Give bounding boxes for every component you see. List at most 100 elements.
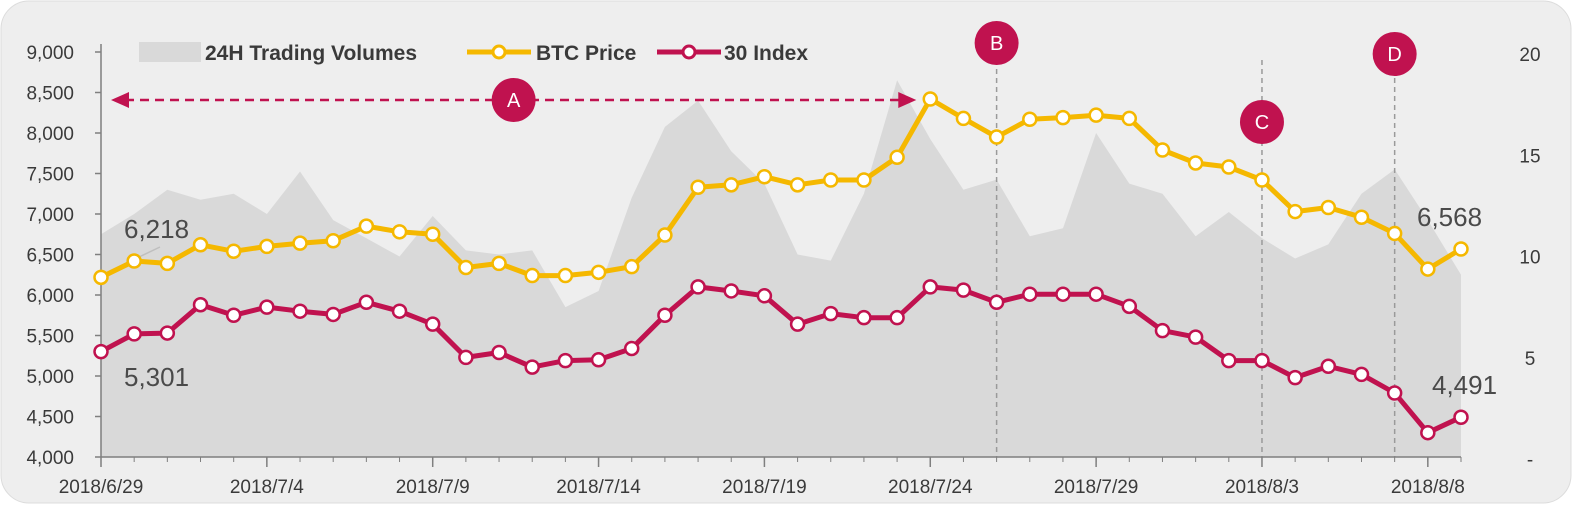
- btc-price-point: [259, 238, 275, 255]
- x-tick-label: 2018/7/19: [722, 477, 807, 498]
- btc-price-point: [1453, 241, 1469, 257]
- btc-price-point: [955, 110, 972, 127]
- btc-price-point: [557, 267, 574, 284]
- 30-index-point: [1088, 286, 1104, 302]
- 30-index-point: [1320, 358, 1337, 375]
- x-tick-label: 2018/7/9: [396, 477, 470, 498]
- data-labels-layer: 6,218 6,568 5,301 4,491: [124, 202, 1497, 400]
- 30-index-point: [1055, 286, 1071, 302]
- btc-price-point: [756, 168, 773, 185]
- marker-label-d: D: [1387, 44, 1401, 66]
- btc-price-point: [126, 253, 142, 269]
- btc-price-point: [93, 269, 109, 286]
- btc-price-point: [325, 232, 341, 249]
- btc-price-point: [1320, 199, 1337, 216]
- x-tick-label: 2018/7/24: [888, 477, 973, 498]
- btc-price-point: [391, 224, 408, 240]
- 30-index-point: [358, 294, 375, 311]
- btc-price-point: [789, 177, 806, 193]
- legend-label-volume: 24H Trading Volumes: [205, 42, 417, 65]
- marker-label-b: B: [990, 33, 1003, 55]
- 30-index-point: [823, 305, 839, 322]
- 30-index-point: [789, 316, 806, 332]
- marker-label-a: A: [507, 90, 521, 112]
- 30-index-point: [391, 303, 408, 319]
- y-left-tick-label: 6,000: [26, 286, 74, 307]
- btc-price-point: [159, 255, 176, 272]
- 30-index-point: [922, 279, 939, 295]
- 30-index-point: [557, 352, 574, 369]
- legend-swatch-btc-marker: [491, 44, 507, 60]
- btc-price-point: [988, 129, 1005, 145]
- marker-label-c: C: [1255, 112, 1269, 134]
- y-right-tick-label: 10: [1519, 248, 1540, 269]
- btc-price-point: [823, 172, 839, 188]
- btc-price-point: [524, 267, 540, 284]
- btc-price-point: [292, 235, 308, 251]
- 30-index-point: [1353, 366, 1370, 383]
- y-left-tick-label: 7,000: [26, 205, 74, 226]
- 30-index-point: [623, 340, 640, 357]
- x-tick-label: 2018/7/4: [230, 477, 304, 498]
- y-left-tick-label: 7,500: [26, 165, 74, 186]
- 30-index-point: [1221, 352, 1237, 369]
- x-tick-label: 2018/8/8: [1391, 477, 1465, 498]
- 30-index-point: [292, 303, 308, 319]
- btc-price-point: [1121, 110, 1138, 127]
- 30-index-point: [424, 316, 441, 332]
- y-left-tick-label: 4,000: [26, 448, 74, 469]
- btc-price-point: [723, 177, 739, 193]
- 30-index-point: [458, 349, 474, 366]
- volume-area-layer: [101, 80, 1461, 458]
- 30-index-point: [259, 299, 275, 315]
- 30-index-point: [491, 344, 507, 361]
- btc-price-point: [1221, 159, 1237, 175]
- btc-price-point: [690, 179, 706, 196]
- 30-index-point: [1154, 322, 1171, 339]
- 30-index-point: [1187, 329, 1204, 345]
- 30-index-point: [93, 343, 109, 360]
- btc-price-point: [1055, 109, 1071, 126]
- btc-price-point: [1088, 107, 1104, 123]
- 30-index-point: [657, 307, 673, 323]
- 30-index-point: [159, 325, 176, 341]
- 30-index-point: [590, 352, 607, 368]
- y-left-tick-label: 5,000: [26, 367, 74, 388]
- 30-index-point: [524, 359, 540, 375]
- 30-index-point: [856, 309, 872, 326]
- btc-price-point: [1187, 155, 1204, 171]
- btc-price-point: [1022, 111, 1038, 127]
- range-arrowhead-left: [111, 92, 129, 108]
- btc-price-point: [1420, 261, 1436, 277]
- btc-price-point: [1154, 142, 1171, 158]
- 30-index-point: [1287, 369, 1303, 386]
- 30-index-point: [756, 288, 773, 304]
- 30-index-point: [1420, 424, 1436, 441]
- marker-circle-d: [1372, 32, 1417, 76]
- marker-circle-c: [1239, 100, 1284, 144]
- x-tick-label: 2018/7/29: [1054, 477, 1139, 498]
- marker-circle-a: [491, 78, 536, 122]
- 30-index-point: [1022, 286, 1038, 302]
- 30-index-point: [1386, 385, 1403, 401]
- legend-swatch-volume: [139, 42, 201, 62]
- y-right-tick-label: 15: [1519, 146, 1540, 167]
- 30-index-point: [1254, 352, 1270, 369]
- legend-swatch-index-marker: [681, 44, 697, 60]
- btc-price-point: [358, 218, 375, 234]
- btc-price-point: [856, 172, 872, 188]
- btc-price-point: [1287, 203, 1303, 220]
- index-start-label: 5,301: [124, 362, 189, 392]
- y-left-tick-label: 6,500: [26, 246, 74, 267]
- btc-price-point: [458, 259, 474, 276]
- 30-index-point: [1121, 298, 1138, 315]
- y-left-tick-label: 4,500: [26, 408, 74, 429]
- y-left-tick-label: 8,000: [26, 124, 74, 145]
- legend-label-btc: BTC Price: [536, 42, 636, 65]
- y-right-tick-label: -: [1527, 450, 1533, 471]
- btc-price-point: [424, 226, 441, 242]
- annotation-markers-layer: A B C D: [111, 21, 1417, 144]
- y-right-tick-label: 5: [1525, 349, 1536, 370]
- btc-price-point: [1254, 172, 1270, 188]
